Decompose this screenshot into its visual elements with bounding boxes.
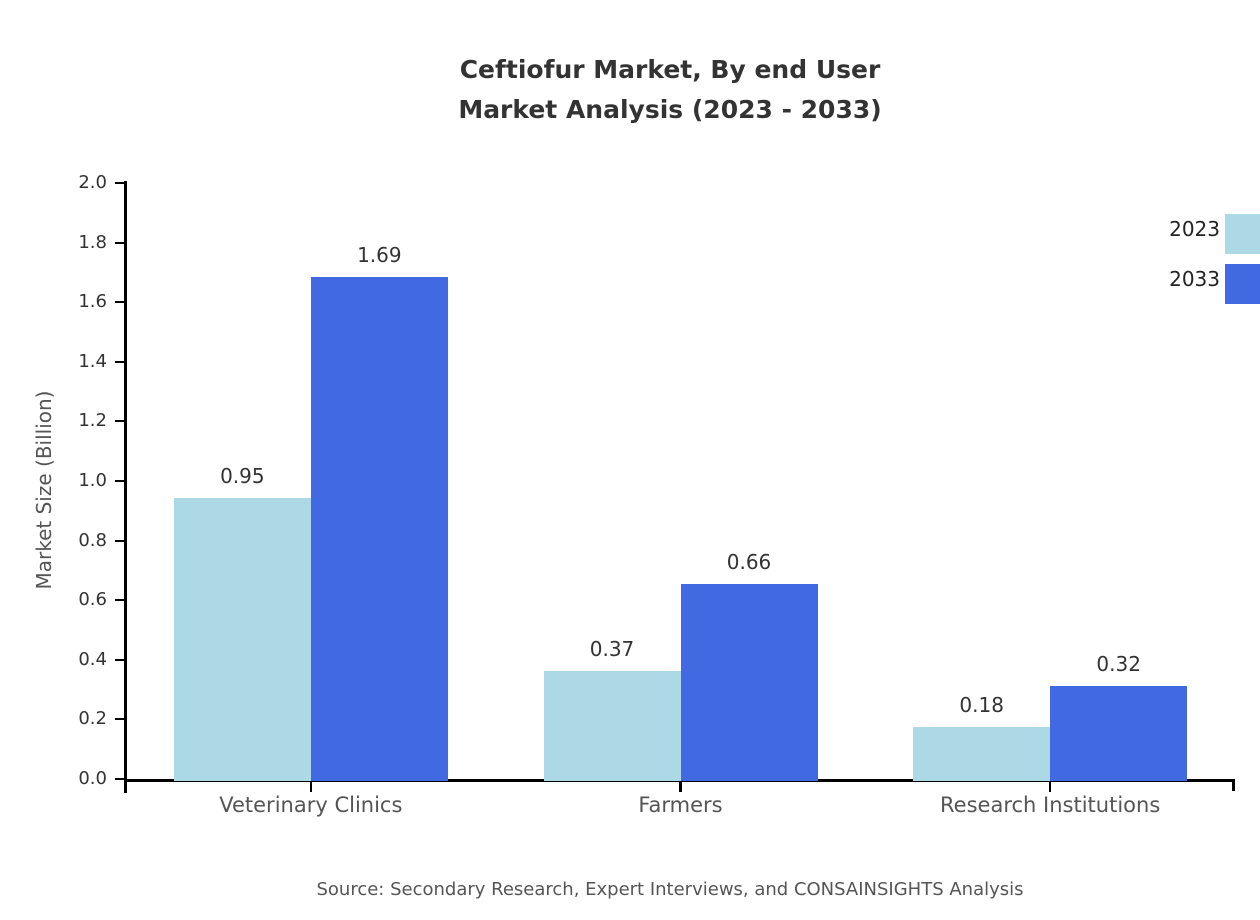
y-tick-mark: [115, 658, 125, 661]
y-tick-label: 1.2: [78, 410, 107, 432]
y-tick-label: 1.0: [78, 470, 107, 491]
y-tick-mark: [115, 539, 125, 542]
legend-swatch-2023: [1225, 214, 1260, 254]
y-tick-label: 1.6: [78, 291, 107, 313]
y-tick-mark: [115, 181, 125, 185]
bar-2023-research-institutions[interactable]: [913, 727, 1051, 781]
source-note: Source: Secondary Research, Expert Inter…: [316, 879, 1024, 900]
y-tick-mark: [115, 718, 125, 721]
chart-legend: 2023 2033: [1120, 214, 1260, 304]
bar-2033-farmers[interactable]: [680, 584, 818, 781]
bar-2033-veterinary-clinics[interactable]: [310, 277, 448, 781]
x-tick-mark: [309, 781, 313, 792]
bar-2023-farmers[interactable]: [543, 670, 681, 781]
y-tick-mark: [115, 301, 125, 304]
x-tick-mark: [679, 781, 682, 792]
legend-item-2023[interactable]: 2023: [1120, 214, 1260, 254]
legend-swatch-2033: [1225, 264, 1260, 304]
bar-value-label: 1.69: [357, 243, 402, 268]
y-tick-label: 0.4: [78, 648, 107, 670]
bar-value-label: 0.66: [726, 550, 772, 575]
legend-label-2023: 2023: [1169, 217, 1220, 241]
bar-value-label: 0.18: [959, 693, 1004, 718]
x-tick-label: Research Institutions: [940, 793, 1161, 817]
y-tick-label: 1.4: [78, 350, 107, 372]
y-tick-label: 0.0: [78, 768, 107, 789]
y-tick-label: 2.0: [78, 172, 107, 193]
bar-value-label: 0.32: [1096, 651, 1141, 676]
x-tick-mark: [1048, 781, 1052, 792]
y-tick-mark: [115, 420, 125, 423]
bar-2033-research-institutions[interactable]: [1050, 685, 1188, 781]
legend-item-2033[interactable]: 2033: [1120, 264, 1260, 304]
plot-area: [126, 183, 1235, 781]
chart-title-line-2: Market Analysis (2023 - 2033): [458, 95, 882, 124]
bar-2023-veterinary-clinics[interactable]: [173, 497, 311, 781]
x-tick-label: Farmers: [638, 793, 723, 817]
y-tick-label: 0.2: [78, 708, 107, 730]
bar-value-label: 0.95: [220, 463, 265, 488]
x-axis-end-cap: [1232, 779, 1235, 791]
y-tick-mark: [115, 777, 125, 781]
bar-value-label: 0.37: [589, 636, 635, 661]
legend-label-2033: 2033: [1169, 267, 1220, 291]
y-tick-label: 1.8: [78, 231, 107, 253]
chart-title: Ceftiofur Market, By end User Market Ana…: [0, 50, 1260, 130]
y-tick-mark: [115, 599, 125, 602]
x-tick-label: Veterinary Clinics: [219, 793, 403, 817]
y-tick-mark: [115, 479, 125, 483]
y-tick-label: 0.6: [78, 589, 107, 611]
chart-title-line-1: Ceftiofur Market, By end User: [459, 55, 881, 84]
y-tick-label: 0.8: [78, 529, 107, 551]
y-tick-mark: [115, 360, 125, 363]
y-axis-label: Market Size (Billion): [32, 390, 56, 590]
y-axis-spine: [124, 181, 127, 793]
y-tick-mark: [115, 241, 125, 244]
